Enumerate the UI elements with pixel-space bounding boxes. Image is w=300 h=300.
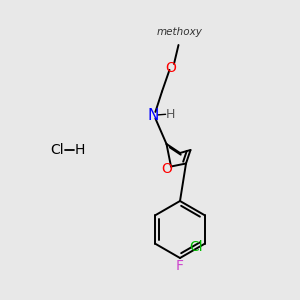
Text: H: H bbox=[75, 143, 85, 157]
Text: H: H bbox=[166, 107, 175, 121]
Text: O: O bbox=[161, 162, 172, 176]
Text: O: O bbox=[166, 61, 176, 74]
Text: methoxy: methoxy bbox=[157, 27, 203, 37]
Text: N: N bbox=[147, 108, 159, 123]
Text: Cl: Cl bbox=[189, 240, 202, 254]
Text: Cl: Cl bbox=[50, 143, 64, 157]
Text: F: F bbox=[176, 260, 184, 273]
